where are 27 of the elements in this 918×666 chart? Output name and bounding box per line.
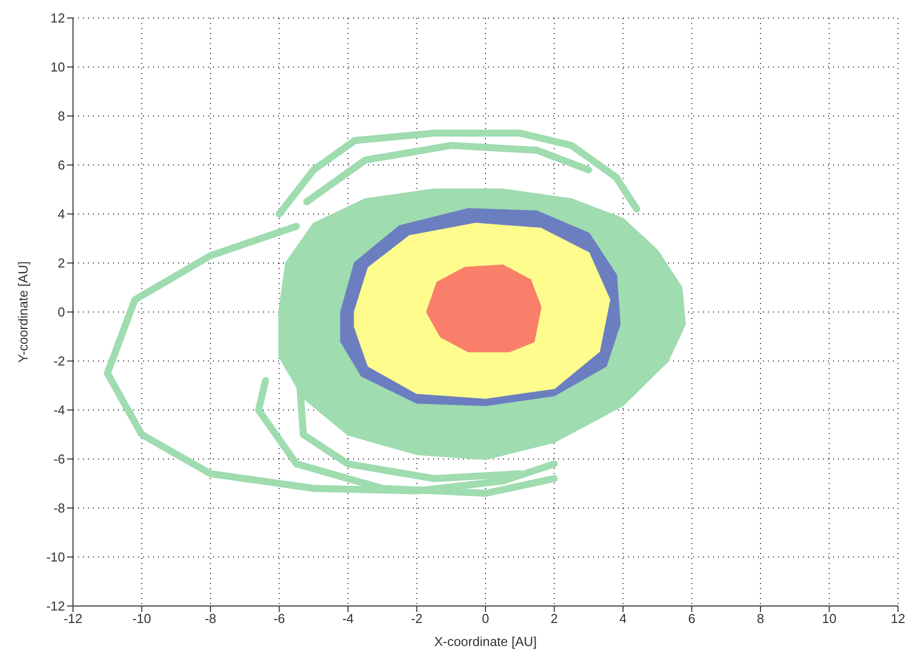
x-tick-label: 8 [756,611,764,626]
x-tick-label: -6 [273,611,286,626]
y-tick-label: -4 [53,402,65,418]
y-tick-label: 2 [58,256,65,271]
y-tick-label: -8 [53,500,65,516]
y-tick-label: 6 [58,158,65,173]
x-tick-label: -8 [204,611,216,626]
y-tick-label: -6 [53,452,65,467]
x-tick-label: 2 [550,611,558,626]
y-tick-label: -12 [46,598,65,614]
y-tick-label: 12 [50,10,65,26]
x-tick-label: 12 [890,611,906,626]
y-tick-label: -2 [53,354,65,369]
y-tick-label: 0 [58,304,65,320]
x-tick-label: 6 [688,611,696,626]
y-tick-label: 8 [58,108,65,124]
y-tick-label: 4 [58,206,65,222]
y-tick-label: -10 [46,550,65,565]
x-tick-label: -2 [410,611,423,626]
y-axis-title: Y-coordinate [AU] [16,261,31,363]
y-tick-label: 10 [50,60,65,75]
x-tick-label: -4 [342,611,354,626]
x-tick-label: 0 [482,611,490,626]
x-axis-title: X-coordinate [AU] [434,634,537,649]
x-tick-label: -10 [132,611,152,626]
x-tick-label: 4 [619,611,627,626]
x-tick-label: 10 [822,611,836,626]
